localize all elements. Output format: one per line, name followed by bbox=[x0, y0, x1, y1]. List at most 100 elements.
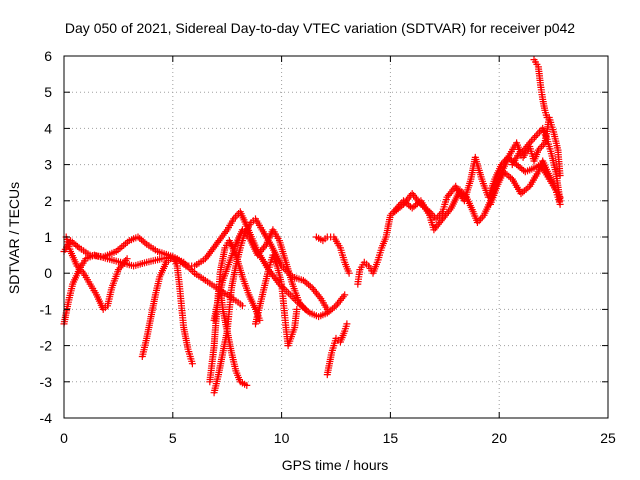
y-tick-label: 6 bbox=[44, 48, 52, 64]
data-point bbox=[263, 286, 265, 289]
data-point bbox=[226, 228, 228, 231]
series-track-16 bbox=[530, 56, 551, 121]
data-point bbox=[533, 160, 535, 162]
data-point bbox=[559, 203, 561, 206]
y-tick-label: -3 bbox=[40, 374, 53, 390]
data-point bbox=[193, 265, 196, 267]
data-point bbox=[245, 384, 248, 387]
data-point bbox=[219, 268, 222, 271]
data-point bbox=[241, 276, 244, 278]
data-point bbox=[213, 344, 215, 347]
data-point bbox=[224, 247, 226, 249]
data-point bbox=[115, 250, 118, 253]
data-point bbox=[211, 362, 213, 365]
data-point bbox=[317, 315, 320, 318]
data-point bbox=[393, 210, 396, 213]
data-point bbox=[402, 203, 405, 206]
data-point bbox=[528, 145, 531, 148]
data-point bbox=[82, 272, 85, 275]
data-point bbox=[557, 149, 559, 151]
data-point bbox=[541, 160, 544, 162]
data-point bbox=[208, 381, 211, 383]
data-point bbox=[241, 304, 244, 307]
data-point bbox=[450, 207, 453, 209]
data-point bbox=[235, 243, 237, 246]
data-point bbox=[71, 283, 74, 285]
data-point bbox=[291, 283, 294, 285]
series-track-9 bbox=[252, 251, 301, 350]
data-point bbox=[470, 178, 472, 180]
data-point bbox=[541, 98, 544, 101]
series-track-11 bbox=[323, 320, 351, 379]
data-point bbox=[145, 243, 148, 246]
data-point bbox=[215, 286, 218, 289]
series-track-8 bbox=[210, 226, 309, 324]
data-point bbox=[476, 221, 479, 224]
data-point bbox=[285, 326, 287, 329]
data-point bbox=[363, 261, 366, 264]
data-point bbox=[385, 236, 387, 238]
data-point bbox=[537, 66, 540, 68]
data-point bbox=[348, 272, 350, 275]
data-point bbox=[102, 308, 104, 311]
data-point bbox=[511, 163, 514, 166]
data-point bbox=[158, 276, 161, 278]
data-point bbox=[250, 221, 252, 224]
data-point bbox=[359, 268, 361, 271]
data-point bbox=[441, 210, 444, 213]
data-point bbox=[507, 156, 509, 159]
data-point bbox=[172, 256, 174, 258]
data-point bbox=[380, 247, 383, 249]
data-point bbox=[217, 297, 220, 300]
x-tick-label: 15 bbox=[383, 430, 399, 446]
data-point bbox=[285, 261, 287, 264]
y-axis-label: SDTVAR / TECUs bbox=[6, 182, 22, 294]
y-tick-label: -4 bbox=[40, 410, 53, 426]
data-point bbox=[93, 254, 96, 256]
data-point bbox=[180, 304, 183, 307]
data-point bbox=[69, 250, 72, 253]
series-markers-path bbox=[323, 320, 351, 379]
data-point bbox=[280, 283, 283, 285]
data-point bbox=[343, 261, 346, 264]
data-point bbox=[343, 330, 346, 332]
data-point bbox=[528, 185, 531, 188]
data-point bbox=[335, 337, 337, 340]
data-point bbox=[554, 189, 557, 191]
data-point bbox=[296, 308, 298, 311]
data-point bbox=[95, 294, 98, 296]
data-point bbox=[302, 279, 305, 282]
data-point bbox=[559, 196, 561, 198]
data-point bbox=[376, 261, 379, 264]
data-point bbox=[230, 352, 233, 354]
y-tick-label: -1 bbox=[40, 301, 53, 317]
y-tick-label: 4 bbox=[44, 120, 52, 136]
series-markers-path bbox=[138, 253, 196, 368]
data-point bbox=[372, 272, 374, 275]
y-tick-label: 0 bbox=[44, 265, 52, 281]
data-point bbox=[256, 254, 259, 256]
data-point bbox=[128, 239, 131, 242]
data-point bbox=[326, 236, 329, 238]
series-markers-path bbox=[391, 153, 564, 223]
data-point bbox=[333, 236, 335, 238]
data-point bbox=[537, 149, 540, 151]
data-point bbox=[326, 373, 329, 376]
data-point bbox=[222, 308, 224, 311]
data-point bbox=[546, 116, 548, 119]
data-point bbox=[267, 268, 270, 271]
data-point bbox=[235, 370, 237, 372]
data-point bbox=[254, 218, 257, 220]
data-point bbox=[106, 257, 109, 260]
y-tick-label: 5 bbox=[44, 84, 52, 100]
data-point bbox=[544, 109, 546, 112]
data-point bbox=[517, 152, 520, 155]
data-point bbox=[187, 348, 189, 351]
data-point bbox=[548, 174, 551, 177]
data-point bbox=[69, 239, 72, 242]
data-point bbox=[117, 268, 120, 271]
data-point bbox=[78, 247, 81, 249]
data-point bbox=[487, 196, 490, 198]
data-point bbox=[480, 178, 483, 180]
data-point bbox=[520, 192, 522, 195]
